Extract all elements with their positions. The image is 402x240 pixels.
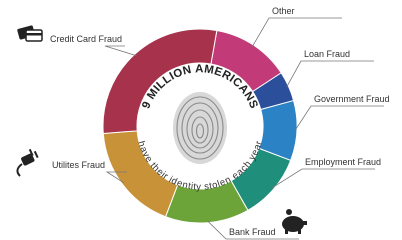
category-label: Bank Fraud: [229, 227, 276, 237]
category-label: Loan Fraud: [304, 49, 350, 59]
fingerprint: [173, 92, 227, 164]
infographic: 9 MILLION AMERICANS have their identity …: [0, 0, 402, 240]
category-label: Employment Fraud: [305, 157, 381, 167]
category-label: Credit Card Fraud: [50, 34, 122, 44]
category-label: Other: [272, 6, 295, 16]
category-label: Government Fraud: [314, 94, 390, 104]
category-label: Utilites Fraud: [52, 160, 105, 170]
